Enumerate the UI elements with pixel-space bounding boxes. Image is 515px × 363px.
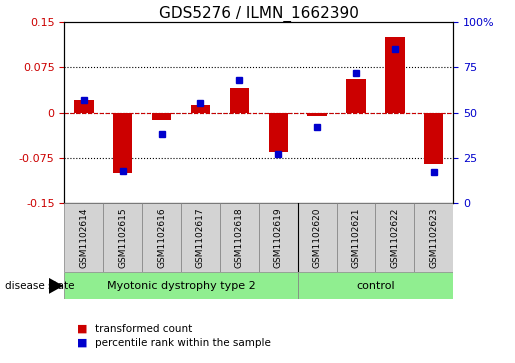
Text: GSM1102618: GSM1102618 [235,207,244,268]
Bar [414,203,453,272]
Polygon shape [49,278,63,294]
Bar [259,203,298,272]
Text: GSM1102614: GSM1102614 [79,208,88,268]
Bar [103,203,142,272]
Bar [191,105,210,113]
Text: percentile rank within the sample: percentile rank within the sample [95,338,271,348]
Bar [230,88,249,113]
Bar [298,272,453,299]
Text: control: control [356,281,394,291]
Bar [298,203,336,272]
Text: transformed count: transformed count [95,323,193,334]
Bar [113,113,132,173]
Text: GSM1102623: GSM1102623 [430,208,438,268]
Bar [64,272,298,299]
Bar [74,101,94,113]
Bar [346,79,366,113]
Text: GSM1102619: GSM1102619 [274,207,283,268]
Bar [375,203,414,272]
Bar [268,113,288,152]
Text: GSM1102616: GSM1102616 [157,207,166,268]
Bar [142,203,181,272]
Text: GSM1102617: GSM1102617 [196,207,205,268]
Text: Myotonic dystrophy type 2: Myotonic dystrophy type 2 [107,281,255,291]
Bar [385,37,405,113]
Bar [64,203,103,272]
Text: ■: ■ [77,323,88,334]
Title: GDS5276 / ILMN_1662390: GDS5276 / ILMN_1662390 [159,5,359,22]
Bar [337,203,375,272]
Text: ■: ■ [77,338,88,348]
Text: GSM1102621: GSM1102621 [352,208,360,268]
Bar [220,203,259,272]
Bar [307,113,327,115]
Text: disease state: disease state [5,281,75,291]
Text: GSM1102615: GSM1102615 [118,207,127,268]
Text: GSM1102622: GSM1102622 [390,208,399,268]
Bar [181,203,220,272]
Text: GSM1102620: GSM1102620 [313,208,321,268]
Bar [152,113,171,120]
Bar [424,113,443,164]
